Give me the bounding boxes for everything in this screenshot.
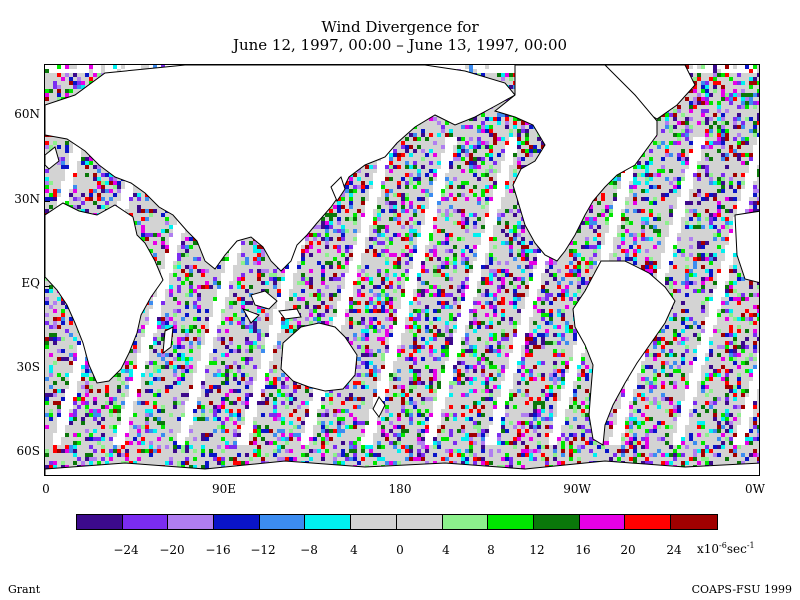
colorbar-swatch — [122, 515, 169, 529]
cb-label: 16 — [575, 543, 591, 557]
australia-outline — [280, 322, 358, 392]
colorbar-swatch — [351, 515, 397, 529]
unit-tail-exp: -1 — [746, 541, 755, 550]
cb-label: −16 — [205, 543, 231, 557]
colorbar-unit: x10-6sec-1 — [697, 541, 755, 556]
cb-label: −24 — [113, 543, 139, 557]
cb-label: −12 — [250, 543, 276, 557]
colorbar-swatch — [214, 515, 260, 529]
south-america-outline — [572, 260, 676, 446]
uk-outline — [45, 146, 60, 170]
cb-label: 24 — [666, 543, 682, 557]
indonesia-islands — [241, 290, 302, 324]
cb-label: −20 — [159, 543, 185, 557]
north-america-outline — [493, 65, 658, 262]
cb-label: 8 — [487, 543, 495, 557]
lon-label-0: 0 — [42, 482, 50, 496]
lat-label-eq: EQ — [21, 276, 40, 290]
new-zealand-outline — [372, 396, 386, 418]
map-canvas — [45, 65, 759, 475]
colorbar-swatch — [488, 515, 534, 529]
colorbar-swatch — [625, 515, 671, 529]
map-title-line1: Wind Divergence for — [321, 18, 479, 36]
cb-label: 4 — [350, 543, 358, 557]
organization-credit: COAPS-FSU 1999 — [691, 583, 792, 596]
colorbar-swatch — [77, 515, 123, 529]
lon-label-90w: 90W — [563, 482, 591, 496]
eurasia-outline — [45, 65, 516, 272]
author-credit: Grant — [8, 583, 41, 596]
colorbar-swatch — [579, 515, 626, 529]
japan-outline — [330, 176, 346, 203]
africa-outline — [45, 202, 164, 384]
continents-layer — [45, 65, 759, 475]
map-title-line2: June 12, 1997, 00:00 – June 13, 1997, 00… — [232, 36, 568, 54]
lat-label-30n: 30N — [14, 192, 40, 206]
africa-east-wrap — [734, 210, 759, 284]
lat-label-60n: 60N — [14, 107, 40, 121]
cb-label: 20 — [620, 543, 636, 557]
colorbar-swatch — [305, 515, 352, 529]
colorbar-swatch — [168, 515, 215, 529]
lon-label-0w: 0W — [745, 482, 765, 496]
unit-exp: -6 — [719, 541, 727, 550]
lon-label-180: 180 — [388, 482, 412, 496]
colorbar-swatch — [396, 515, 443, 529]
lon-label-90e: 90E — [211, 482, 237, 496]
lat-tick — [44, 286, 50, 287]
cb-label: 12 — [529, 543, 545, 557]
unit-base: x10 — [697, 542, 720, 556]
color-legend-bar — [76, 514, 718, 530]
lat-label-60s: 60S — [16, 444, 41, 458]
antarctica-edge — [45, 460, 759, 475]
madagascar-outline — [162, 326, 174, 355]
lat-label-30s: 30S — [16, 360, 41, 374]
colorbar-swatch — [259, 515, 306, 529]
colorbar-swatch — [533, 515, 580, 529]
wind-divergence-map — [44, 64, 760, 476]
cb-label: 0 — [396, 543, 404, 557]
unit-tail: sec — [726, 542, 747, 556]
cb-label: −8 — [300, 543, 318, 557]
lat-tick — [44, 201, 50, 202]
cb-label: 4 — [442, 543, 450, 557]
colorbar-swatch — [442, 515, 489, 529]
colorbar-swatch — [670, 515, 717, 529]
